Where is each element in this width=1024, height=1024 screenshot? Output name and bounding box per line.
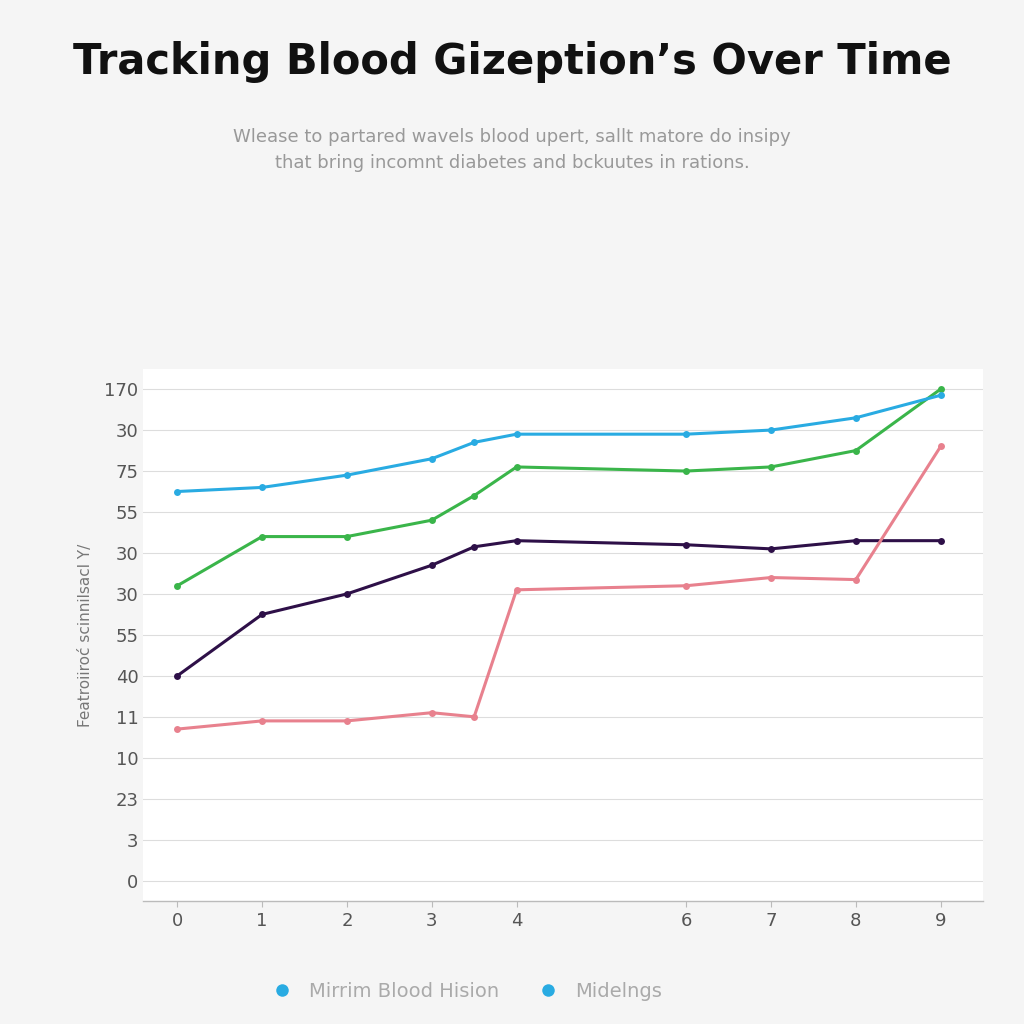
Legend: Mirrim Blood Hision, Midelngs: Mirrim Blood Hision, Midelngs [255,974,670,1009]
Y-axis label: Featroiiroć scinnilsacl Y/: Featroiiroć scinnilsacl Y/ [78,544,93,726]
Text: Wlease to partared wavels blood upert, sallt matore do insipy
that bring incomnt: Wlease to partared wavels blood upert, s… [233,128,791,172]
Text: Tracking Blood Gizeption’s Over Time: Tracking Blood Gizeption’s Over Time [73,41,951,83]
